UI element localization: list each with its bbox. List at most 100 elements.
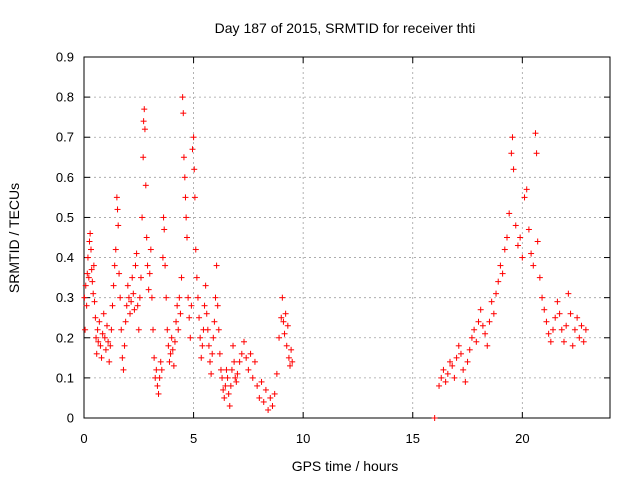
data-point bbox=[171, 338, 178, 345]
data-point bbox=[256, 394, 263, 401]
data-point bbox=[116, 270, 123, 277]
data-point bbox=[517, 234, 524, 241]
data-point bbox=[133, 250, 140, 257]
data-point bbox=[165, 342, 172, 349]
data-point bbox=[96, 318, 103, 325]
y-axis-label: SRMTID / TECUs bbox=[6, 183, 22, 293]
data-point bbox=[222, 382, 229, 389]
data-point bbox=[203, 310, 210, 317]
data-point bbox=[207, 358, 214, 365]
data-point bbox=[238, 350, 245, 357]
data-point bbox=[90, 262, 97, 269]
data-point bbox=[156, 374, 163, 381]
data-point bbox=[83, 302, 90, 309]
data-point bbox=[192, 246, 199, 253]
data-point bbox=[120, 366, 127, 373]
data-point bbox=[457, 350, 464, 357]
data-point bbox=[288, 346, 295, 353]
data-point bbox=[208, 370, 215, 377]
data-point bbox=[198, 354, 205, 361]
data-point bbox=[506, 210, 513, 217]
y-tick-label: 0.6 bbox=[56, 170, 74, 185]
data-point bbox=[118, 326, 125, 333]
data-point bbox=[563, 322, 570, 329]
data-point bbox=[151, 354, 158, 361]
data-point bbox=[106, 358, 113, 365]
data-point bbox=[102, 346, 109, 353]
data-point bbox=[219, 374, 226, 381]
data-point bbox=[123, 302, 130, 309]
data-point bbox=[284, 322, 291, 329]
data-point bbox=[184, 234, 191, 241]
data-point bbox=[204, 326, 211, 333]
data-point bbox=[519, 254, 526, 261]
data-point bbox=[512, 222, 519, 229]
data-point bbox=[180, 110, 187, 117]
data-point bbox=[104, 322, 111, 329]
data-point bbox=[169, 346, 176, 353]
data-point bbox=[523, 186, 530, 193]
data-point bbox=[262, 386, 269, 393]
data-point bbox=[214, 302, 221, 309]
data-point bbox=[91, 298, 98, 305]
data-point bbox=[447, 358, 454, 365]
data-point bbox=[180, 154, 187, 161]
data-point bbox=[552, 314, 559, 321]
data-point bbox=[460, 366, 467, 373]
data-point bbox=[503, 234, 510, 241]
data-point bbox=[101, 334, 108, 341]
data-point bbox=[110, 282, 117, 289]
y-tick-label: 0.4 bbox=[56, 250, 74, 265]
data-point bbox=[530, 262, 537, 269]
data-point bbox=[167, 350, 174, 357]
x-axis-label: GPS time / hours bbox=[292, 458, 399, 474]
data-point bbox=[216, 350, 223, 357]
data-point bbox=[213, 262, 220, 269]
data-point bbox=[117, 294, 124, 301]
data-point bbox=[231, 358, 238, 365]
data-point bbox=[81, 294, 88, 301]
data-point bbox=[251, 358, 258, 365]
data-point bbox=[87, 230, 94, 237]
data-point bbox=[578, 322, 585, 329]
data-point bbox=[528, 250, 535, 257]
data-point bbox=[140, 118, 147, 125]
data-point bbox=[232, 374, 239, 381]
data-point bbox=[89, 278, 96, 285]
data-point bbox=[86, 238, 93, 245]
data-point bbox=[140, 154, 147, 161]
y-axis: 0 0.1 0.2 0.3 0.4 0.5 0.6 0.7 0.8 0.9 bbox=[56, 50, 610, 426]
data-point bbox=[243, 354, 250, 361]
data-point bbox=[125, 294, 132, 301]
data-point bbox=[217, 366, 224, 373]
data-point bbox=[183, 214, 190, 221]
data-point bbox=[258, 378, 265, 385]
data-point bbox=[281, 330, 288, 337]
data-point bbox=[486, 318, 493, 325]
data-point bbox=[182, 194, 189, 201]
data-point bbox=[558, 326, 565, 333]
x-tick-label: 20 bbox=[515, 431, 529, 446]
y-tick-label: 0.1 bbox=[56, 370, 74, 385]
data-point bbox=[265, 406, 272, 413]
data-point bbox=[190, 134, 197, 141]
data-point bbox=[533, 150, 540, 157]
data-point bbox=[143, 234, 150, 241]
data-point bbox=[289, 358, 296, 365]
data-point bbox=[556, 310, 563, 317]
y-tick-label: 0 bbox=[67, 411, 74, 426]
data-point bbox=[227, 382, 234, 389]
data-point bbox=[462, 378, 469, 385]
data-point bbox=[170, 362, 177, 369]
data-point bbox=[273, 370, 280, 377]
data-point bbox=[92, 314, 99, 321]
data-point bbox=[88, 266, 95, 273]
data-point bbox=[576, 334, 583, 341]
data-point bbox=[442, 378, 449, 385]
y-tick-label: 0.5 bbox=[56, 210, 74, 225]
data-point bbox=[278, 314, 285, 321]
data-point bbox=[276, 334, 283, 341]
data-point bbox=[99, 330, 106, 337]
x-tick-label: 0 bbox=[80, 431, 87, 446]
data-point bbox=[111, 262, 118, 269]
